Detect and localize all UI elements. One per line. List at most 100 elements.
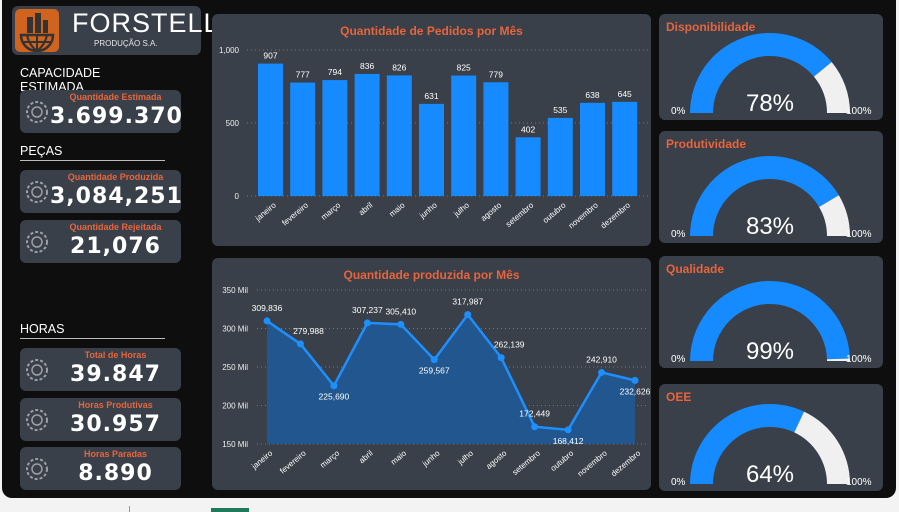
y-tick-label: 250 Mil — [222, 363, 248, 372]
x-tick-label: janeiro — [249, 448, 274, 471]
kpi-value: 3,084,251 — [50, 184, 183, 209]
x-tick-label: setembro — [504, 200, 536, 229]
gauge-value-arc — [690, 33, 832, 113]
x-tick-label: junho — [420, 448, 442, 468]
bar — [483, 82, 509, 196]
data-point — [531, 423, 539, 431]
kpi-card: Quantidade Estimada 3.699.370 — [20, 90, 183, 133]
gears-icon — [26, 181, 48, 203]
brand-subtitle: PRODUÇÃO S.A. — [94, 39, 158, 48]
gauge-max-label: 100% — [846, 477, 872, 488]
bar — [515, 137, 541, 196]
kpi-value: 39.847 — [70, 362, 161, 387]
gauge-min-label: 0% — [671, 354, 686, 365]
page-tab-active[interactable] — [211, 508, 249, 512]
x-tick-label: agosto — [484, 448, 509, 471]
data-point — [296, 340, 304, 348]
bar — [612, 101, 638, 196]
x-tick-label: agosto — [479, 200, 504, 223]
x-tick-label: julho — [451, 200, 471, 219]
kpi-title: Quantidade Estimada — [69, 92, 162, 102]
gauge-remaining-arc — [819, 195, 850, 236]
gauge-card: Qualidade 99% 0% 100% — [659, 256, 883, 368]
x-tick-label: maio — [389, 448, 408, 466]
gear-play-icon — [26, 101, 48, 123]
gauge-card: Disponibilidade 78% 0% 100% — [659, 14, 883, 120]
data-point — [330, 382, 338, 390]
data-point — [430, 356, 438, 364]
bar-chart: 0 500 1,000 907 janeiro 777 fevereiro 794 março 8… — [219, 46, 648, 230]
brand-logo-card: FORSTELL PRODUÇÃO S.A. — [12, 6, 219, 55]
building-globe-logo-icon — [15, 9, 59, 53]
gauge-min-label: 0% — [671, 229, 686, 240]
y-tick-label: 1,000 — [219, 46, 240, 55]
kpi-card: Total de Horas 39.847 — [20, 348, 181, 391]
x-tick-label: outubro — [549, 448, 576, 473]
area-fill — [267, 314, 635, 444]
gauge: 83% 0% 100% — [671, 156, 872, 240]
kpi-title: Total de Horas — [84, 350, 147, 360]
bar — [386, 75, 412, 196]
x-tick-label: setembro — [511, 448, 543, 477]
kpi-value: 3.699.370 — [50, 104, 183, 129]
data-point — [397, 320, 405, 328]
bar — [322, 80, 348, 196]
gauge-value-arc — [690, 404, 805, 484]
y-tick-label: 350 Mil — [222, 286, 248, 295]
x-tick-label: novembro — [567, 200, 600, 230]
kpi-title: Horas Paradas — [83, 449, 148, 459]
section-hours: HORAS — [20, 322, 165, 339]
broken-gear-hammer-icon — [26, 231, 48, 253]
kpi-title: Quantidade Produzida — [67, 172, 164, 182]
gauge-value-label: 99% — [746, 338, 794, 365]
bar-data-label: 836 — [360, 61, 374, 71]
data-point — [464, 311, 472, 319]
clock-calculator-icon — [26, 359, 48, 381]
point-data-label: 307,237 — [352, 305, 383, 315]
bar — [290, 82, 316, 196]
gauge: 99% 0% 100% — [671, 281, 872, 365]
kpi-value: 30.957 — [70, 412, 161, 437]
data-point — [497, 354, 505, 362]
gauge-remaining-arc — [794, 411, 850, 484]
data-point — [263, 317, 271, 325]
x-tick-label: outubro — [541, 200, 568, 225]
point-data-label: 259,567 — [419, 366, 450, 376]
bar — [547, 117, 573, 196]
x-tick-label: dezembro — [599, 200, 632, 230]
gauge-title: OEE — [666, 390, 692, 404]
gauge-value-label: 78% — [746, 90, 794, 117]
y-tick-label: 200 Mil — [222, 402, 248, 411]
point-data-label: 262,139 — [494, 340, 525, 350]
x-tick-label: junho — [417, 200, 439, 220]
gauge-min-label: 0% — [671, 477, 686, 488]
data-point — [631, 376, 639, 384]
bar-chart-title: Quantidade de Pedidos por Mês — [340, 24, 523, 38]
gauge-title: Qualidade — [666, 262, 725, 276]
clock-stop-icon — [26, 458, 48, 480]
bar — [354, 73, 380, 196]
y-tick-label: 150 Mil — [222, 440, 248, 449]
bar-data-label: 777 — [296, 70, 310, 80]
data-point — [363, 319, 371, 327]
kpi-value: 21,076 — [70, 234, 161, 259]
bar-data-label: 907 — [263, 51, 277, 61]
x-tick-label: julho — [456, 448, 476, 467]
area-chart: 150 Mil 200 Mil 250 Mil 300 Mil 350 Mil 309,8… — [222, 286, 650, 478]
gauge-title: Produtividade — [666, 137, 747, 151]
point-data-label: 168,412 — [553, 436, 584, 446]
bar-data-label: 645 — [618, 89, 632, 99]
gauge-value-label: 83% — [746, 213, 794, 240]
bar — [258, 63, 283, 196]
bar-data-label: 535 — [553, 105, 567, 115]
divider — [129, 506, 130, 512]
x-tick-label: abril — [357, 448, 375, 465]
gauge-remaining-arc — [826, 358, 850, 361]
bar-data-label: 779 — [489, 69, 503, 79]
kpi-card: Horas Paradas 8.890 — [20, 447, 181, 490]
gauge-max-label: 100% — [846, 106, 872, 117]
gauge-remaining-arc — [813, 62, 850, 113]
point-data-label: 279,988 — [293, 326, 324, 336]
bar — [419, 103, 444, 196]
gauge-min-label: 0% — [671, 106, 686, 117]
